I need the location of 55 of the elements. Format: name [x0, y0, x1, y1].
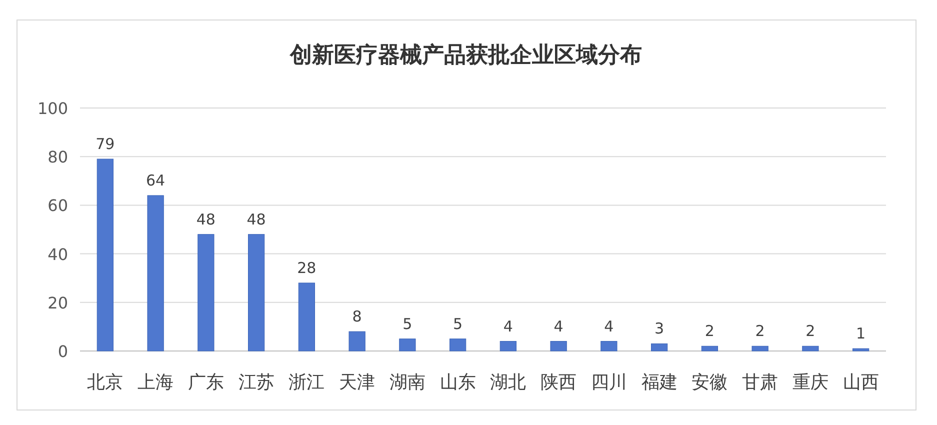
x-tick-label: 陕西	[540, 372, 577, 393]
data-label: 28	[297, 258, 316, 277]
data-label: 3	[654, 320, 664, 338]
y-tick-label: 40	[48, 244, 68, 264]
x-tick-label: 山西	[842, 372, 879, 393]
bar	[802, 346, 819, 352]
bar	[198, 234, 214, 352]
x-tick-label: 江苏	[238, 372, 274, 393]
x-tick-label: 福建	[641, 372, 678, 393]
x-tick-label: 甘肃	[742, 372, 778, 393]
data-label: 48	[196, 210, 216, 228]
bar	[96, 158, 114, 352]
bar	[348, 331, 366, 352]
bar	[651, 343, 668, 352]
x-tick-label: 浙江	[288, 372, 325, 393]
bar	[500, 341, 516, 352]
x-tick-label: 天津	[339, 372, 376, 393]
bar	[147, 195, 164, 352]
x-tick-label: 湖北	[490, 372, 526, 393]
data-label: 4	[554, 317, 564, 336]
data-label: 8	[352, 308, 362, 326]
bar	[550, 341, 567, 352]
y-tick-label: 60	[48, 196, 68, 216]
y-tick-label: 20	[48, 293, 68, 312]
bar	[399, 338, 416, 352]
y-tick-label: 0	[58, 342, 68, 361]
x-tick-label: 上海	[138, 372, 174, 393]
data-label: 64	[146, 171, 166, 190]
bar	[701, 346, 718, 352]
bar	[248, 234, 265, 352]
data-label: 5	[453, 314, 463, 333]
data-label: 4	[503, 317, 513, 336]
chart-title: 创新医疗器械产品获批企业区域分布	[289, 42, 642, 68]
data-label: 2	[806, 322, 816, 340]
x-tick-label: 安徽	[692, 372, 728, 393]
data-label: 79	[96, 135, 115, 154]
data-label: 48	[246, 210, 266, 228]
bar	[752, 346, 768, 352]
x-tick-label: 湖南	[389, 372, 426, 393]
x-tick-label: 四川	[590, 372, 627, 393]
data-label: 4	[604, 317, 614, 336]
y-tick-label: 100	[37, 99, 68, 118]
x-tick-label: 广东	[188, 372, 224, 393]
bar	[600, 341, 618, 352]
x-tick-label: 山东	[440, 372, 476, 393]
y-tick-label: 80	[48, 148, 68, 167]
data-label: 2	[704, 322, 714, 340]
bar	[450, 338, 466, 352]
x-tick-label: 北京	[87, 372, 124, 393]
data-label: 5	[402, 314, 412, 333]
bar	[852, 348, 870, 352]
bar	[298, 282, 315, 352]
data-label: 2	[755, 322, 765, 340]
data-label: 1	[856, 324, 866, 343]
x-tick-label: 重庆	[792, 372, 828, 393]
